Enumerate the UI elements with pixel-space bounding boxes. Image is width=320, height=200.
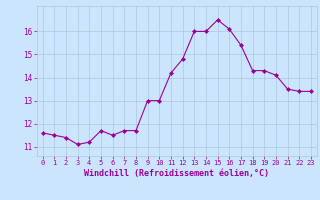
X-axis label: Windchill (Refroidissement éolien,°C): Windchill (Refroidissement éolien,°C) (84, 169, 269, 178)
